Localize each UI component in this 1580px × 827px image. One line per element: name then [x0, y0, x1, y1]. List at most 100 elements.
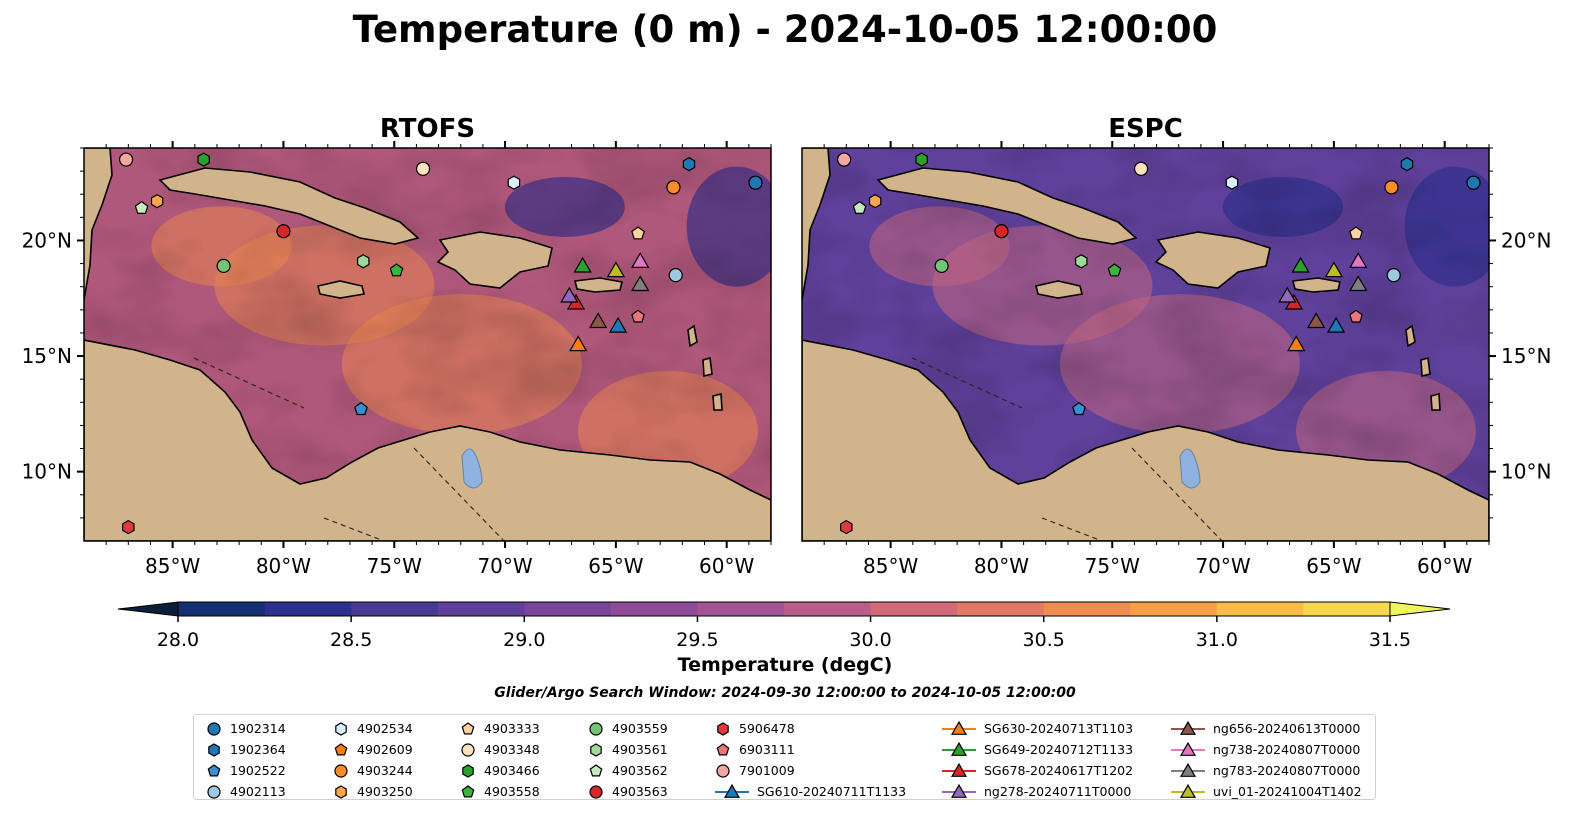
- legend-item: 4903559: [586, 719, 668, 738]
- colorbar-segment: [957, 602, 1045, 616]
- search-window-subtitle: Glider/Argo Search Window: 2024-09-30 12…: [494, 685, 1076, 701]
- legend-item: ng738-20240807T0000: [1169, 740, 1360, 759]
- legend-marker: [589, 764, 603, 777]
- legend-item: 6903111: [713, 740, 795, 759]
- legend-label: 4903250: [357, 784, 413, 799]
- x-tick-label: 75°W: [1085, 554, 1140, 578]
- legend-item: ng278-20240711T0000: [940, 782, 1131, 801]
- platform-1902522: [1072, 401, 1086, 416]
- legend-marker: [950, 720, 968, 735]
- platform-5906478_b: [122, 519, 135, 535]
- platform-4903244: [666, 180, 681, 195]
- colorbar-segment: [1130, 602, 1218, 616]
- glider-ng278-20240711T0000: [1278, 286, 1297, 303]
- platform-4903333: [631, 226, 645, 240]
- legend-item: 4903563: [586, 782, 668, 801]
- legend-marker: [950, 783, 968, 798]
- platform-4903562: [852, 200, 867, 214]
- colorbar-tick-label: 28.5: [330, 629, 372, 651]
- legend-marker: [207, 785, 221, 799]
- legend-marker: [717, 722, 729, 736]
- map-frame: [801, 147, 1490, 542]
- legend-marker: [461, 743, 475, 757]
- legend-item: 4903250: [331, 782, 413, 801]
- legend-item: 4902113: [204, 782, 286, 801]
- platform-1902314: [748, 175, 763, 190]
- glider-ng656-20240613T0000: [588, 312, 608, 329]
- y-tick-label: 15°N: [22, 344, 72, 368]
- platform-4903561: [1074, 254, 1088, 269]
- colorbar-segment: [1216, 602, 1304, 616]
- legend-marker: [950, 741, 968, 756]
- legend-marker: [335, 722, 347, 736]
- legend-item: 4903561: [586, 740, 668, 759]
- boundary-line: [413, 447, 505, 541]
- platform-4903558: [1107, 263, 1122, 277]
- colorbar-tick-label: 29.0: [503, 629, 545, 651]
- legend-label: 4903562: [612, 763, 668, 778]
- map-panel-espc: ESPC 85°W 80°W 75°W 70°W 65°W 60°W 20°N 15°N 10°N: [801, 114, 1551, 578]
- y-tick-label: 20°N: [1501, 228, 1551, 252]
- legend-marker: [461, 785, 475, 798]
- colorbar-segment: [697, 602, 785, 616]
- legend-item: 1902314: [204, 719, 286, 738]
- y-tick-label: 10°N: [1501, 460, 1551, 484]
- legend-item: SG610-20240711T1133: [713, 782, 906, 801]
- x-tick-label: 70°W: [477, 554, 532, 578]
- platform-4903563: [994, 224, 1009, 239]
- legend-item: SG630-20240713T1103: [940, 719, 1133, 738]
- colorbar-tick-label: 29.5: [676, 629, 718, 651]
- colorbar-extend-high: [1389, 601, 1451, 617]
- legend-label: SG649-20240712T1133: [984, 742, 1134, 757]
- legend-label: uvi_01-20241004T1402: [1213, 784, 1362, 799]
- glider-uvi_01-20241004T1402: [606, 261, 626, 278]
- circle-icon: [207, 722, 221, 736]
- legend-item: 4903333: [458, 719, 540, 738]
- y-tick-label: 10°N: [22, 460, 72, 484]
- legend-item: 4903244: [331, 761, 413, 780]
- map-field: [84, 148, 771, 541]
- legend-label: 4903466: [484, 763, 540, 778]
- legend-marker: [716, 743, 730, 756]
- glider-SG610-20240711T1133: [1326, 316, 1346, 333]
- circle-icon: [589, 785, 603, 799]
- legend-marker: [589, 785, 603, 799]
- legend-label: 4903348: [484, 742, 540, 757]
- legend-item: ng783-20240807T0000: [1169, 761, 1360, 780]
- colorbar-segment: [351, 602, 439, 616]
- legend-marker: [334, 764, 348, 778]
- triangle-icon: [942, 720, 976, 735]
- platform-4903348: [1133, 161, 1149, 176]
- colorbar-label: Temperature (degC): [678, 654, 893, 676]
- hexagon-icon: [717, 722, 729, 736]
- legend-item: 1902364: [204, 740, 286, 759]
- hexagon-icon: [335, 785, 347, 799]
- triangle-icon: [1171, 762, 1205, 777]
- legend-item: 1902522: [204, 761, 286, 780]
- colorbar-segment: [870, 602, 958, 616]
- hexagon-icon: [208, 743, 220, 757]
- panel-title: ESPC: [1108, 114, 1183, 144]
- legend-marker: [1179, 783, 1197, 798]
- platform-5906478_b: [840, 519, 853, 535]
- triangle-icon: [1171, 720, 1205, 735]
- triangle-icon: [1171, 741, 1205, 756]
- platform-4903563: [276, 224, 291, 239]
- glider-SG649-20240712T1133: [1291, 256, 1310, 273]
- glider-ng738-20240807T0000: [1349, 252, 1368, 268]
- colorbar-segment: [1043, 602, 1131, 616]
- glider-SG610-20240711T1133: [608, 316, 628, 333]
- x-tick-label: 85°W: [145, 554, 200, 578]
- legend-item: 4903562: [586, 761, 668, 780]
- platform-4903562: [134, 200, 149, 214]
- legend-marker: [462, 764, 474, 778]
- hexagon-icon: [590, 743, 602, 757]
- x-tick-label: 65°W: [1306, 554, 1361, 578]
- legend-marker: [334, 743, 348, 756]
- legend-marker: [590, 743, 602, 757]
- platform-4903561: [357, 254, 370, 269]
- legend-label: SG630-20240713T1103: [984, 721, 1134, 736]
- hexagon-icon: [335, 722, 347, 736]
- legend-item: 4902534: [331, 719, 413, 738]
- colorbar-segment: [1303, 602, 1391, 616]
